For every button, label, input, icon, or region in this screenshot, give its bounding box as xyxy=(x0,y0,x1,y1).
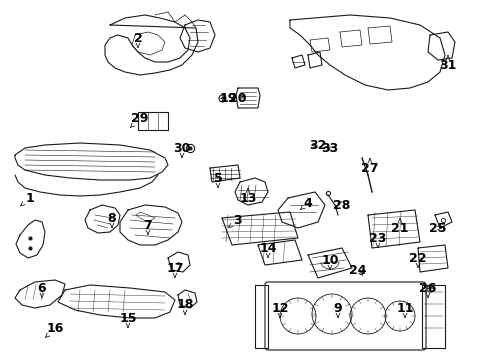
Text: 1: 1 xyxy=(20,192,34,206)
Text: 16: 16 xyxy=(45,321,63,337)
Text: 3: 3 xyxy=(228,213,242,228)
Text: 6: 6 xyxy=(38,282,46,297)
Text: 8: 8 xyxy=(107,212,116,228)
Text: 19: 19 xyxy=(219,91,236,104)
Text: 23: 23 xyxy=(368,231,386,247)
Text: 30: 30 xyxy=(173,141,190,157)
Text: 14: 14 xyxy=(259,242,276,257)
Text: 15: 15 xyxy=(119,311,137,328)
Text: 28: 28 xyxy=(333,198,350,212)
Text: 21: 21 xyxy=(390,219,408,234)
Text: 7: 7 xyxy=(143,219,152,234)
Text: 29: 29 xyxy=(130,112,148,127)
Text: 26: 26 xyxy=(418,282,436,297)
Text: 9: 9 xyxy=(333,302,342,318)
Text: 13: 13 xyxy=(239,189,256,204)
Text: 5: 5 xyxy=(213,171,222,188)
Text: 27: 27 xyxy=(361,158,378,175)
Text: 24: 24 xyxy=(348,264,366,276)
Text: 32: 32 xyxy=(309,139,326,152)
Text: 33: 33 xyxy=(321,141,338,154)
Text: 20: 20 xyxy=(229,91,246,104)
Text: 31: 31 xyxy=(438,55,456,72)
Text: 17: 17 xyxy=(166,261,183,278)
Text: 10: 10 xyxy=(321,253,338,269)
Text: 11: 11 xyxy=(395,302,413,318)
Text: 18: 18 xyxy=(176,298,193,314)
Text: 4: 4 xyxy=(300,197,312,210)
Text: 25: 25 xyxy=(428,221,446,234)
Text: 22: 22 xyxy=(408,252,426,267)
Text: 12: 12 xyxy=(271,302,288,318)
Text: 2: 2 xyxy=(133,32,142,48)
